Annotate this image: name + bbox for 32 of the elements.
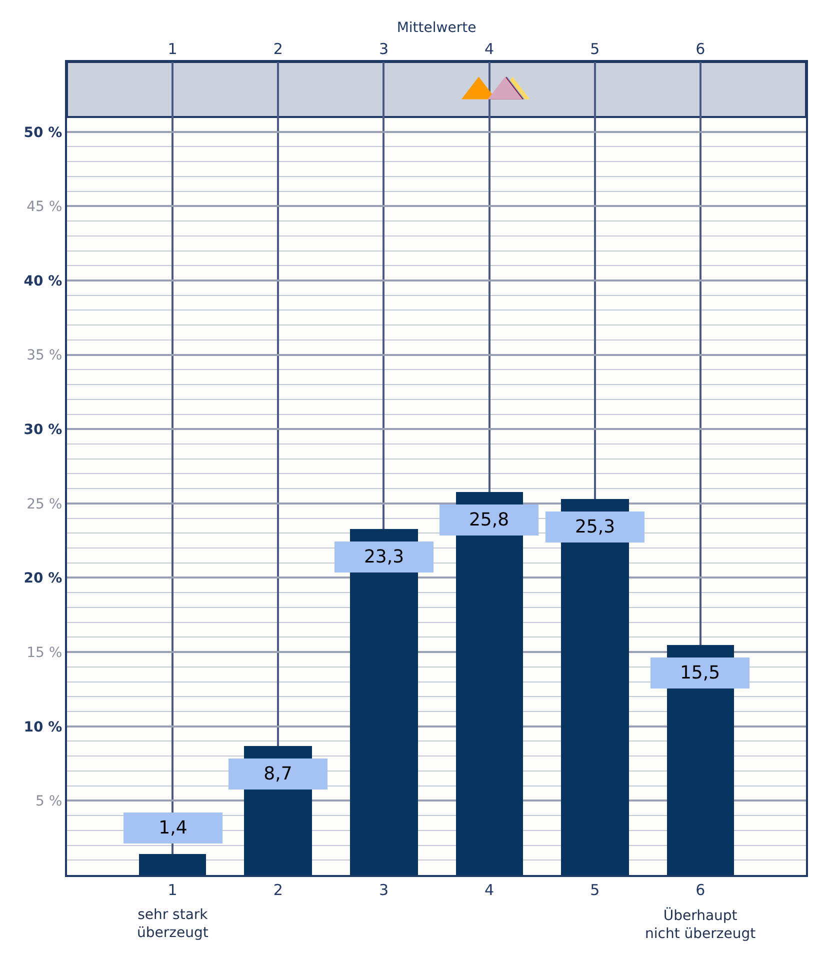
x-tick-label: 4 xyxy=(484,40,494,58)
y-tick-label: 5 % xyxy=(36,794,62,810)
y-tick-label: 35 % xyxy=(26,348,62,364)
x-tick-label: 5 xyxy=(590,40,600,58)
x2-tick-label: 6 xyxy=(696,881,706,899)
x2-tick-label: 4 xyxy=(484,881,494,899)
data-label: 15,5 xyxy=(680,662,720,684)
y-tick-label: 45 % xyxy=(26,199,62,216)
y-tick-label: 20 % xyxy=(24,570,62,587)
data-label: 25,8 xyxy=(468,510,510,530)
y-tick-label: 40 % xyxy=(24,273,62,290)
x2-tick-label: 2 xyxy=(273,881,283,899)
y-tick-label: 15 % xyxy=(26,644,62,661)
x2-tick-label: 5 xyxy=(590,881,600,899)
x-tick-label: 6 xyxy=(696,40,706,58)
y-tick-label: 50 % xyxy=(24,124,62,141)
text: Überhaupt nicht überzeugt xyxy=(645,907,756,942)
y-tick-label: 30 % xyxy=(24,422,62,438)
x-tick-label: 2 xyxy=(273,40,283,58)
x2-tick-label: 3 xyxy=(378,881,388,899)
data-label: 25,3 xyxy=(574,516,616,538)
data-label: 23,3 xyxy=(364,546,404,568)
data-label: 1,4 xyxy=(158,818,188,838)
y-tick-label: 25 % xyxy=(26,496,62,512)
text: sehr stark überzeugt xyxy=(137,907,209,942)
data-label: 8,7 xyxy=(264,764,292,784)
y-tick-label: 10 % xyxy=(24,719,62,736)
x-tick-label: 3 xyxy=(378,40,388,58)
x2-tick-label: 1 xyxy=(168,881,178,899)
x2-axis-title: Mittelwerte xyxy=(396,20,476,36)
x-tick-label: 1 xyxy=(168,40,178,58)
bar xyxy=(139,854,206,875)
